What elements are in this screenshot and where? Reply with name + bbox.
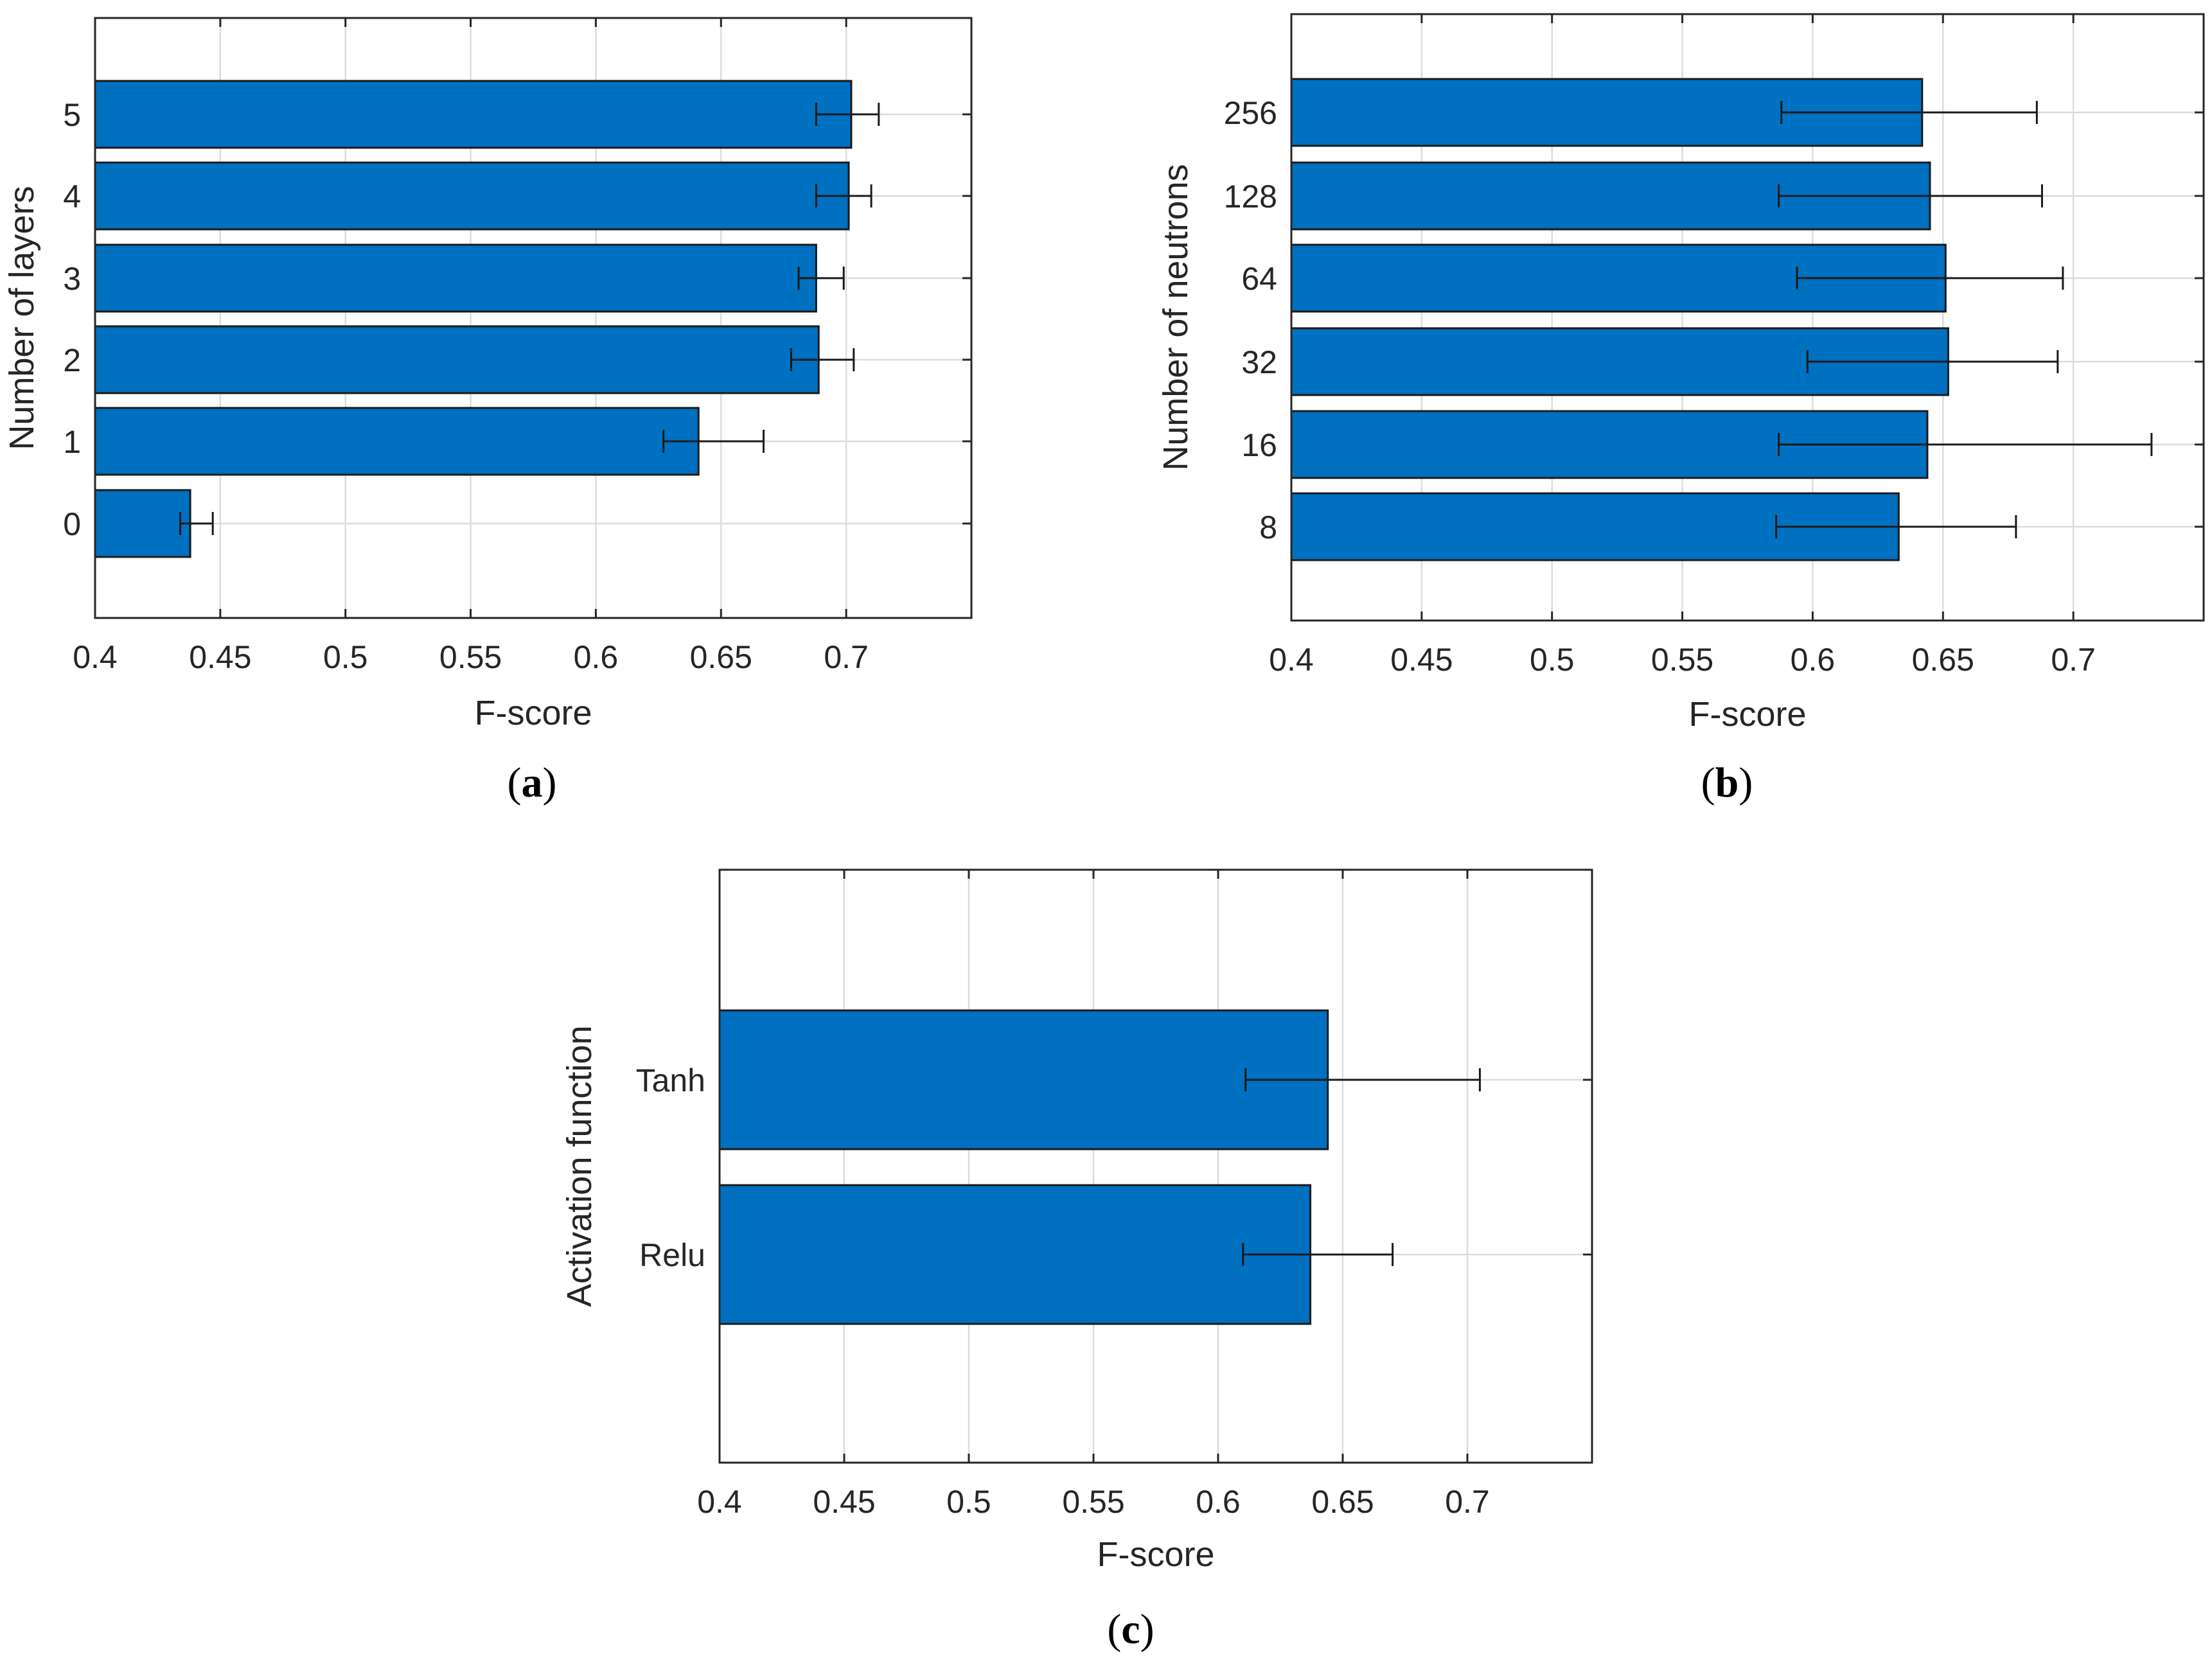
y-axis-label: Number of neutrons [1156, 164, 1195, 470]
y-tick-label: 256 [1224, 95, 1277, 131]
caption-paren: ( [508, 759, 522, 806]
x-tick-label: 0.45 [813, 1484, 875, 1520]
bar-4 [94, 161, 850, 231]
caption-letter: c [1121, 1606, 1140, 1653]
plot-frame [94, 17, 973, 619]
y-axis-label: Activation function [560, 1025, 599, 1307]
x-tick-label: 0.4 [1269, 642, 1314, 678]
bar-Tanh [718, 1009, 1329, 1150]
x-tick-label: 0.45 [1390, 642, 1453, 678]
plot-frame [1290, 13, 2205, 622]
panel-caption: (c) [1107, 1606, 1154, 1653]
x-tick-label: 0.4 [697, 1484, 742, 1520]
x-tick-label: 0.7 [1445, 1484, 1490, 1520]
bar-0 [94, 489, 191, 558]
bar-Relu [718, 1184, 1312, 1325]
y-tick-label: 128 [1224, 179, 1277, 215]
y-tick-label: 64 [1241, 261, 1277, 297]
panel-c: 0.4 0.45 0.5 0.55 0.6 0.65 0.7 Relu Tanh F-score A… [560, 868, 1593, 1653]
caption-paren: ) [1739, 759, 1753, 806]
x-tick-label: 0.65 [1912, 642, 1974, 678]
x-tick-label: 0.5 [1530, 642, 1575, 678]
y-tick-label: Tanh [636, 1062, 705, 1098]
y-tick-label: 5 [63, 97, 81, 133]
panel-b: 0.4 0.45 0.5 0.55 0.6 0.65 0.7 8 16 32 64 128 256 F-s… [1156, 13, 2205, 806]
y-tick-label: 16 [1241, 427, 1277, 463]
caption-letter: a [522, 759, 543, 806]
x-tick-label: 0.7 [824, 639, 869, 675]
x-tick-label: 0.45 [189, 639, 251, 675]
caption-paren: ( [1107, 1606, 1121, 1653]
y-tick-label: 3 [63, 261, 81, 297]
y-tick-label: 0 [63, 506, 81, 542]
y-tick-label: 2 [63, 342, 81, 378]
y-tick-label: 4 [63, 179, 81, 215]
panel-a: 0.4 0.45 0.5 0.55 0.6 0.65 0.7 0 1 2 3 4 5 F-score Num… [3, 17, 973, 806]
caption-paren: ) [543, 759, 557, 806]
x-tick-label: 0.6 [574, 639, 619, 675]
bar-1 [94, 407, 700, 476]
x-tick-label: 0.6 [1791, 642, 1836, 678]
bar-5 [94, 80, 853, 149]
x-tick-label: 0.5 [323, 639, 368, 675]
y-tick-label: 1 [63, 424, 81, 460]
y-tick-label: Relu [639, 1237, 705, 1273]
x-tick-label: 0.65 [1311, 1484, 1374, 1520]
x-axis-label: F-score [1097, 1535, 1214, 1574]
caption-paren: ( [1701, 759, 1715, 806]
bar-2 [94, 325, 820, 394]
x-tick-label: 0.55 [439, 639, 502, 675]
x-tick-label: 0.4 [73, 639, 118, 675]
caption-letter: b [1715, 759, 1739, 806]
x-tick-label: 0.5 [946, 1484, 991, 1520]
x-tick-label: 0.65 [690, 639, 752, 675]
y-tick-label: 8 [1259, 509, 1277, 545]
x-tick-label: 0.6 [1196, 1484, 1241, 1520]
x-tick-label: 0.7 [2051, 642, 2096, 678]
caption-paren: ) [1140, 1606, 1155, 1653]
panel-caption: (a) [508, 759, 557, 806]
x-axis-label: F-score [474, 694, 592, 732]
x-axis-label: F-score [1688, 695, 1806, 734]
x-tick-label: 0.55 [1651, 642, 1713, 678]
panel-caption: (b) [1701, 759, 1753, 806]
x-tick-label: 0.55 [1062, 1484, 1124, 1520]
plot-frame [718, 868, 1593, 1464]
bar-3 [94, 243, 817, 313]
y-tick-label: 32 [1241, 344, 1277, 380]
y-axis-label: Number of layers [3, 186, 41, 450]
